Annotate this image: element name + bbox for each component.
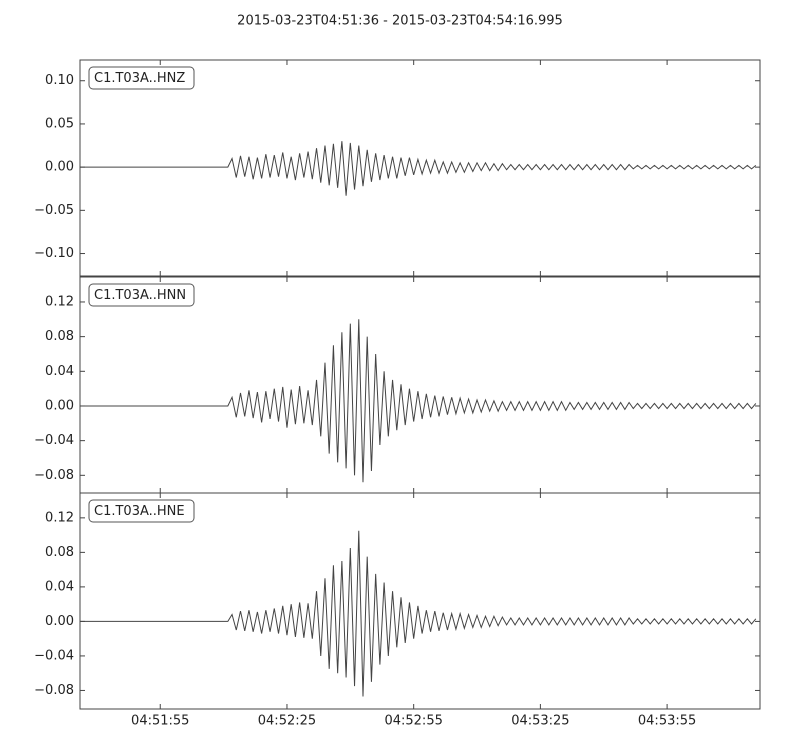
x-tick-label: 04:52:55: [384, 714, 442, 729]
waveform: [80, 141, 757, 196]
y-tick-label: 0.10: [45, 73, 74, 88]
y-tick-label: 0.00: [45, 398, 74, 413]
trace-label: C1.T03A..HNZ: [94, 71, 185, 86]
y-tick-label: 0.00: [45, 614, 74, 629]
panel-frame: [79, 276, 761, 494]
panel: [80, 319, 757, 483]
waveform: [80, 530, 757, 697]
waveform: [80, 319, 757, 483]
y-tick-label: −0.08: [34, 468, 74, 483]
y-tick-label: 0.12: [45, 510, 74, 525]
x-tick-label: 04:53:55: [638, 714, 696, 729]
trace-label: C1.T03A..HNE: [94, 504, 185, 519]
x-tick-label: 04:52:25: [258, 714, 316, 729]
y-tick-label: 0.08: [45, 545, 74, 560]
y-tick-label: −0.05: [34, 203, 74, 218]
panel-frame: [79, 492, 761, 710]
y-tick-label: −0.04: [34, 433, 74, 448]
y-tick-label: 0.04: [45, 579, 74, 594]
y-tick-label: 0.08: [45, 329, 74, 344]
y-tick-label: −0.04: [34, 648, 74, 663]
y-tick-label: 0.05: [45, 116, 74, 131]
y-tick-label: 0.00: [45, 160, 74, 175]
x-tick-label: 04:53:25: [511, 714, 569, 729]
x-tick-label: 04:51:55: [131, 714, 189, 729]
trace-label: C1.T03A..HNN: [94, 288, 186, 303]
panel-frame: [79, 59, 761, 277]
panel: [80, 530, 757, 697]
trace-label-box: [88, 499, 195, 523]
panel: [80, 141, 757, 196]
y-tick-label: 0.12: [45, 294, 74, 309]
trace-label-box: [88, 66, 195, 90]
y-tick-label: −0.08: [34, 683, 74, 698]
y-tick-label: 0.04: [45, 364, 74, 379]
trace-label-box: [88, 283, 195, 307]
y-tick-label: −0.10: [34, 246, 74, 261]
chart-title: 2015-03-23T04:51:36 - 2015-03-23T04:54:1…: [237, 14, 563, 29]
